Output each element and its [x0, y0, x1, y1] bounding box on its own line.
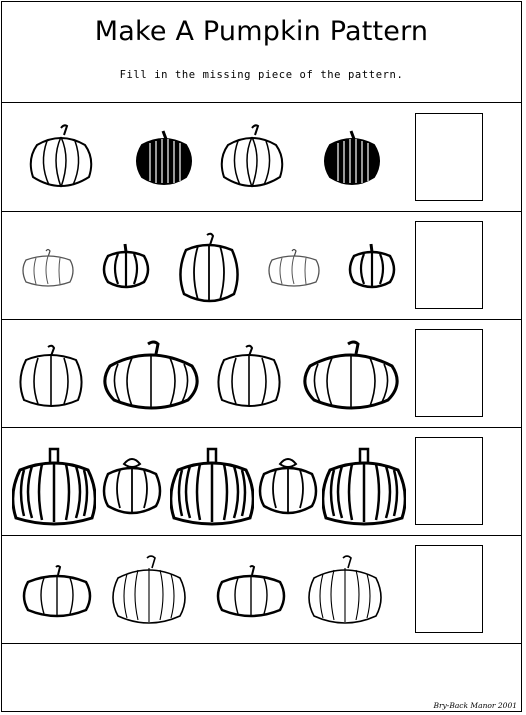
- classic-pumpkin-icon: [220, 124, 284, 188]
- pattern-row-3: [2, 320, 521, 428]
- tall-striped-pumpkin-icon: [12, 447, 96, 526]
- worksheet-footer: Bry-Back Manor 2001: [2, 644, 521, 713]
- tall-ribbed-pumpkin-icon: [179, 232, 239, 303]
- small-dark-pumpkin-icon: [102, 243, 150, 289]
- wide-flat-pumpkin-icon: [103, 340, 199, 410]
- worksheet-title: Make A Pumpkin Pattern: [94, 16, 429, 47]
- answer-box[interactable]: [415, 329, 483, 417]
- tall-ribbed-pumpkin-icon: [217, 344, 281, 407]
- answer-box[interactable]: [415, 437, 483, 525]
- worksheet-instructions: Fill in the missing piece of the pattern…: [119, 69, 404, 81]
- tall-striped-pumpkin-icon: [170, 447, 254, 526]
- pattern-row-1: [2, 103, 521, 212]
- round-small-pumpkin-icon: [258, 458, 318, 515]
- small-pale-pumpkin-icon: [268, 248, 320, 287]
- wide-ribbed-pumpkin-icon: [112, 555, 186, 624]
- tall-striped-pumpkin-icon: [322, 447, 406, 526]
- worksheet-header: Make A Pumpkin Pattern Fill in the missi…: [2, 2, 521, 103]
- answer-box[interactable]: [415, 545, 483, 633]
- pattern-row-2: [2, 212, 521, 320]
- striped-dark-pumpkin-icon: [324, 130, 380, 185]
- credit-text: Bry-Back Manor 2001: [433, 701, 517, 710]
- answer-box[interactable]: [415, 113, 483, 201]
- pattern-row-4: [2, 428, 521, 536]
- classic-pumpkin-icon: [29, 124, 93, 188]
- striped-dark-pumpkin-icon: [136, 130, 192, 185]
- round-pumpkin-icon: [216, 565, 286, 618]
- round-small-pumpkin-icon: [102, 458, 162, 515]
- small-dark-pumpkin-icon: [348, 243, 396, 289]
- round-pumpkin-icon: [22, 565, 92, 618]
- wide-flat-pumpkin-icon: [303, 340, 399, 410]
- wide-ribbed-pumpkin-icon: [308, 555, 382, 624]
- small-pale-pumpkin-icon: [22, 248, 74, 287]
- answer-box[interactable]: [415, 221, 483, 309]
- pattern-row-5: [2, 536, 521, 644]
- tall-ribbed-pumpkin-icon: [19, 344, 83, 407]
